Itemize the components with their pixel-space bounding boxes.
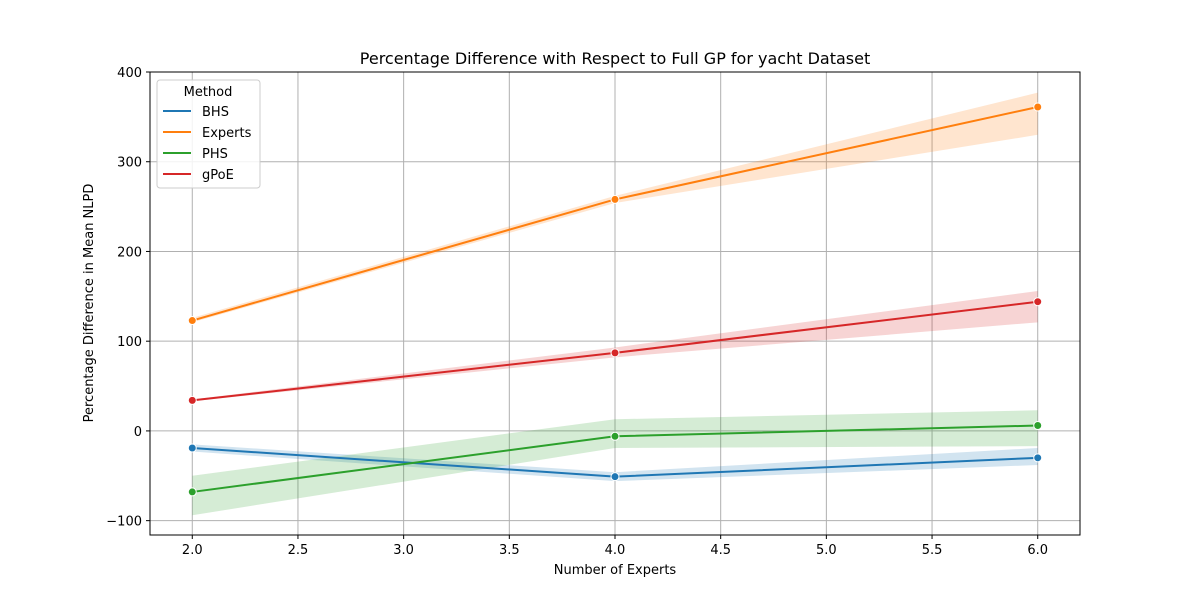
legend-label-gpoe: gPoE <box>202 168 234 183</box>
legend-box <box>156 79 261 189</box>
axis-ticks: 2.0 2.5 3.0 3.5 4.0 4.5 5.0 5.5 6.0 −100 0 100 200 30… <box>106 66 1048 558</box>
bhs-point <box>1033 453 1043 463</box>
y-tick-label: 400 <box>117 66 142 81</box>
x-tick-label: 2.0 <box>182 543 203 558</box>
chart-title: Percentage Difference with Respect to Fu… <box>360 49 870 68</box>
x-tick-label: 6.0 <box>1027 543 1048 558</box>
experts-point <box>1033 102 1043 112</box>
experts-confidence-band <box>192 92 1038 323</box>
y-axis-label: Percentage Difference in Mean NLPD <box>82 184 97 423</box>
legend-items: BHS Experts PHS gPoE <box>163 105 252 183</box>
grid <box>150 71 1080 535</box>
legend: Method BHS Experts PHS gPoE <box>156 79 261 189</box>
x-tick-label: 3.0 <box>393 543 414 558</box>
y-tick-label: 0 <box>134 425 142 440</box>
series-markers <box>187 102 1043 497</box>
legend-label-phs: PHS <box>202 147 228 162</box>
gpoe-confidence-band <box>192 290 1038 402</box>
x-tick-label: 4.5 <box>710 543 731 558</box>
experts-point <box>610 194 620 204</box>
y-tick-label: 100 <box>117 335 142 350</box>
phs-point <box>610 431 620 441</box>
confidence-bands <box>192 92 1038 516</box>
x-axis-label: Number of Experts <box>554 563 677 578</box>
gpoe-point <box>187 395 197 405</box>
x-tick-label: 5.0 <box>816 543 837 558</box>
y-tick-label: 200 <box>117 245 142 260</box>
x-tick-label: 4.0 <box>605 543 626 558</box>
x-tick-label: 3.5 <box>499 543 520 558</box>
gpoe-point <box>1033 297 1043 307</box>
legend-title: Method <box>184 85 233 100</box>
bhs-point <box>610 472 620 482</box>
gpoe-point <box>610 348 620 358</box>
bhs-point <box>187 443 197 453</box>
phs-point <box>187 487 197 497</box>
phs-confidence-band <box>192 410 1038 516</box>
y-tick-label: −100 <box>106 515 142 530</box>
x-tick-label: 2.5 <box>288 543 309 558</box>
legend-label-bhs: BHS <box>202 105 229 120</box>
experts-point <box>187 316 197 326</box>
bhs-confidence-band <box>192 444 1038 482</box>
legend-label-experts: Experts <box>202 126 252 141</box>
y-tick-label: 300 <box>117 156 142 171</box>
x-tick-label: 5.5 <box>922 543 943 558</box>
phs-point <box>1033 421 1043 431</box>
